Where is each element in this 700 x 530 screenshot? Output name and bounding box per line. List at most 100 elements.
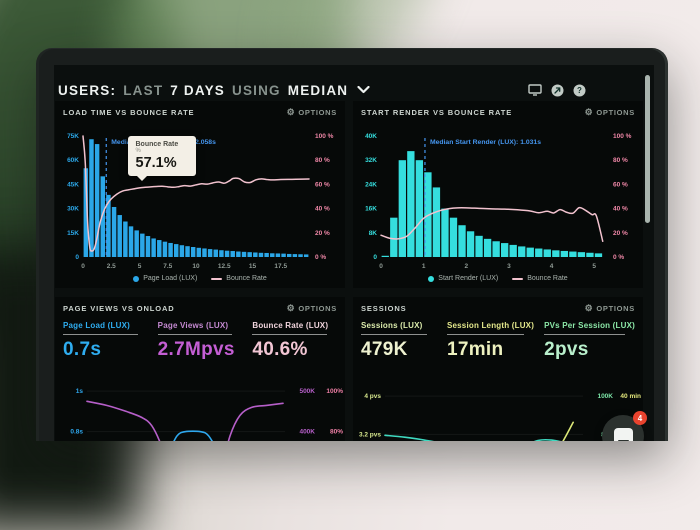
svg-text:40 min: 40 min — [620, 393, 641, 400]
legend-item: Page Load (LUX) — [133, 275, 197, 282]
dashboard-screen: USERS: LAST 7 DAYS USING MEDIAN ? — [54, 65, 654, 441]
legend-item: Bounce Rate — [512, 275, 568, 282]
metric-label: Page Views (LUX) — [157, 321, 229, 330]
svg-text:15K: 15K — [67, 230, 79, 237]
gear-icon: ⚙ — [286, 107, 296, 117]
users-range-dropdown[interactable]: USERS: LAST 7 DAYS USING MEDIAN — [58, 83, 370, 98]
svg-text:3: 3 — [507, 263, 511, 270]
panel-title: LOAD TIME VS BOUNCE RATE — [63, 108, 195, 117]
gear-icon: ⚙ — [584, 107, 594, 117]
svg-text:Median Start Render (LUX): 1.0: Median Start Render (LUX): 1.031s — [430, 139, 541, 146]
options-button[interactable]: ⚙ OPTIONS — [584, 303, 635, 314]
pageviews-onload-chart[interactable]: 1s500K100%0.8s400K80%0.6s300K60%0.4s200K… — [55, 369, 345, 441]
options-label: OPTIONS — [298, 304, 337, 313]
svg-text:30K: 30K — [67, 206, 79, 213]
metric-page-views: Page Views (LUX) 2.7Mpvs — [157, 321, 243, 369]
svg-text:1s: 1s — [76, 388, 84, 395]
svg-text:32K: 32K — [365, 157, 377, 164]
dashboard-header: USERS: LAST 7 DAYS USING MEDIAN ? — [58, 77, 646, 103]
metric-session-length: Session Length (LUX) 17min — [446, 321, 535, 369]
legend-dot-swatch — [428, 275, 435, 282]
legend-item: Start Render (LUX) — [428, 275, 498, 282]
panel-start-render: START RENDER VS BOUNCE RATE ⚙ OPTIONS 40… — [353, 101, 643, 288]
legend-label: Start Render (LUX) — [438, 275, 499, 282]
svg-text:10: 10 — [192, 263, 200, 270]
panel-page-views: PAGE VIEWS VS ONLOAD ⚙ OPTIONS Page Load… — [55, 297, 345, 441]
share-icon[interactable] — [550, 83, 564, 97]
svg-text:0 %: 0 % — [315, 254, 326, 261]
metric-value: 2.7Mpvs — [157, 339, 235, 360]
metric-label: Sessions (LUX) — [361, 321, 423, 330]
metric-label: Session Length (LUX) — [446, 321, 535, 330]
svg-text:1: 1 — [422, 263, 426, 270]
svg-text:20 %: 20 % — [315, 230, 330, 237]
legend-label: Bounce Rate — [527, 275, 568, 282]
svg-text:80 %: 80 % — [613, 157, 628, 164]
svg-text:45K: 45K — [67, 181, 79, 188]
chevron-down-icon — [357, 86, 370, 94]
start-render-chart[interactable]: 40K 32K 24K 16K 8K 0 100 % 80 % 60 % 40 % 20 % 0 % 0… — [353, 123, 643, 271]
svg-text:0: 0 — [379, 263, 383, 270]
range-days-label: 7 DAYS — [170, 82, 225, 98]
options-label: OPTIONS — [298, 108, 337, 117]
metric-value: 17min — [446, 339, 504, 360]
metric-rule — [361, 334, 427, 335]
chat-bubble-icon[interactable]: 4 — [602, 411, 647, 441]
options-button[interactable]: ⚙ OPTIONS — [286, 107, 337, 118]
svg-text:100 %: 100 % — [315, 133, 334, 140]
help-icon[interactable]: ? — [572, 83, 586, 97]
legend-dot-swatch — [133, 275, 140, 282]
options-label: OPTIONS — [596, 108, 635, 117]
panel-load-time: LOAD TIME VS BOUNCE RATE ⚙ OPTIONS 75K 60… — [55, 101, 345, 288]
options-button[interactable]: ⚙ OPTIONS — [287, 304, 337, 314]
metric-pvs-per-session: PVs Per Session (LUX) 2pvs — [544, 321, 635, 369]
chart-legend: Page Load (LUX) Bounce Rate — [55, 271, 345, 286]
chart-legend: Start Render (LUX) Bounce Rate — [353, 271, 643, 286]
svg-text:40 %: 40 % — [315, 206, 330, 213]
metric-label: Bounce Rate (LUX) — [252, 321, 329, 330]
range-dim-label: LAST — [123, 82, 164, 98]
metric-rule — [63, 334, 138, 335]
svg-text:40K: 40K — [365, 133, 377, 140]
svg-text:12.5: 12.5 — [218, 263, 231, 270]
legend-line-swatch — [211, 277, 223, 280]
options-button[interactable]: ⚙ OPTIONS — [584, 107, 635, 118]
laptop-frame: USERS: LAST 7 DAYS USING MEDIAN ? — [36, 48, 668, 441]
svg-text:2: 2 — [464, 263, 468, 270]
toolbar-icons: ? — [528, 83, 586, 97]
svg-text:40 %: 40 % — [613, 206, 628, 213]
svg-text:500K: 500K — [299, 388, 315, 395]
svg-text:24K: 24K — [365, 181, 377, 188]
bounce-rate-tooltip: Bounce Rate% 57.1% — [127, 135, 196, 181]
panel-title: START RENDER VS BOUNCE RATE — [361, 108, 513, 117]
svg-text:0: 0 — [75, 254, 79, 261]
metric-value: 0.7s — [63, 339, 102, 360]
metric-value: 479K — [361, 339, 408, 360]
users-label: USERS: — [58, 82, 117, 98]
chat-glyph — [613, 427, 633, 441]
metric-rule — [157, 334, 233, 335]
svg-text:4 pvs: 4 pvs — [364, 393, 381, 400]
vertical-scrollbar[interactable] — [645, 75, 650, 223]
options-label: OPTIONS — [596, 304, 635, 313]
metric-rule — [252, 334, 328, 335]
svg-text:100 %: 100 % — [613, 133, 632, 140]
svg-text:100K: 100K — [597, 393, 613, 400]
monitor-icon[interactable] — [528, 83, 542, 97]
svg-text:?: ? — [577, 86, 582, 95]
legend-label: Bounce Rate — [226, 275, 267, 282]
panel-sessions: SESSIONS ⚙ OPTIONS Sessions (LUX) 479K — [353, 297, 643, 441]
metrics-row: Sessions (LUX) 479K Session Length (LUX)… — [353, 317, 643, 369]
legend-item: Bounce Rate — [211, 275, 267, 282]
svg-text:4: 4 — [550, 263, 554, 270]
load-time-chart[interactable]: 75K 60K 45K 30K 15K 0 100 % 80 % 60 % 40 % 20 % 0 %… — [55, 123, 345, 271]
metric-sessions: Sessions (LUX) 479K — [361, 321, 437, 369]
svg-text:17.5: 17.5 — [274, 263, 287, 270]
gear-icon: ⚙ — [584, 303, 594, 313]
metric-rule — [446, 334, 525, 335]
svg-text:60 %: 60 % — [613, 181, 628, 188]
metrics-row: Page Load (LUX) 0.7s Page Views (LUX) 2.… — [55, 317, 345, 369]
svg-text:400K: 400K — [299, 429, 315, 436]
panel-title: SESSIONS — [361, 304, 407, 313]
